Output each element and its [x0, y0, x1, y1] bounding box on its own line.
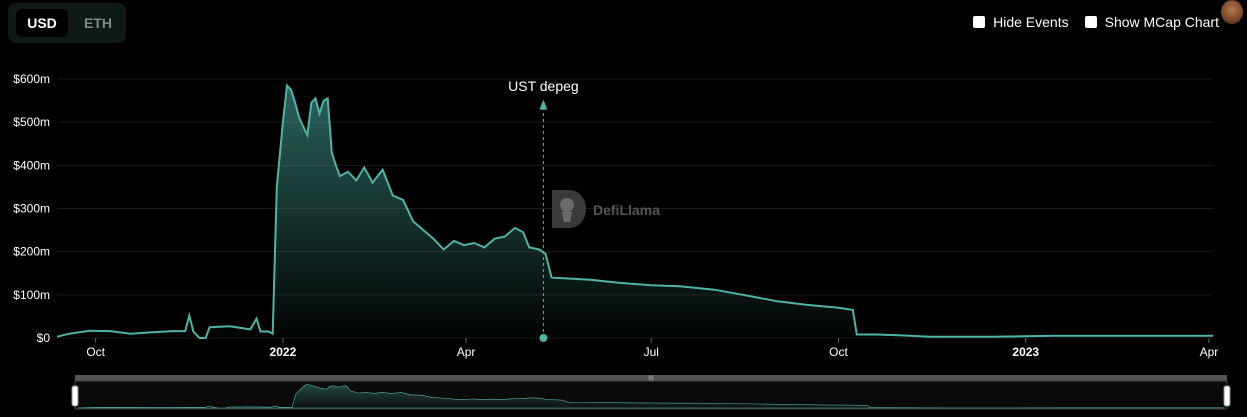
tvl-line: [56, 83, 1213, 339]
x-tick-label: Apr: [1200, 345, 1219, 359]
llama-logo-icon: [552, 190, 586, 228]
scrollbar-grip-icon: |||: [648, 376, 654, 383]
y-tick-label: $0: [37, 331, 51, 345]
show-mcap-option[interactable]: Show MCap Chart: [1084, 14, 1219, 30]
hide-events-option[interactable]: Hide Events: [973, 14, 1069, 30]
hide-events-label: Hide Events: [993, 14, 1069, 30]
y-tick-label: $300m: [13, 202, 50, 216]
x-tick-label: Jul: [644, 345, 659, 359]
event-label: UST depeg: [508, 78, 579, 94]
navigator-left-handle[interactable]: [71, 385, 79, 407]
event-arrow-icon: [539, 99, 548, 110]
currency-toggle: USD ETH: [8, 3, 126, 43]
show-mcap-label: Show MCap Chart: [1104, 14, 1219, 30]
navigator-right-handle[interactable]: [1223, 385, 1231, 407]
eth-toggle-button[interactable]: ETH: [84, 15, 112, 31]
hide-events-checkbox[interactable]: [973, 16, 986, 28]
y-tick-label: $600m: [13, 72, 50, 86]
tvl-area: [57, 85, 1213, 338]
y-tick-label: $200m: [13, 245, 50, 259]
navigator-mini-series: [77, 384, 1225, 409]
show-mcap-checkbox[interactable]: [1084, 16, 1097, 28]
y-tick-label: $400m: [13, 158, 50, 172]
watermark-text: DefiLlama: [593, 202, 660, 218]
defillama-watermark: DefiLlama: [552, 190, 660, 228]
navigator-scrollbar[interactable]: [75, 375, 1227, 381]
range-navigator[interactable]: |||: [71, 375, 1231, 410]
x-tick-label: 2022: [270, 345, 297, 359]
x-tick-label: 2023: [1012, 345, 1039, 359]
y-tick-label: $100m: [13, 288, 50, 302]
usd-toggle-button[interactable]: USD: [16, 9, 68, 37]
x-tick-label: Oct: [829, 345, 848, 359]
chart-options: Hide Events Show MCap Chart: [973, 14, 1219, 30]
x-tick-label: Apr: [457, 345, 476, 359]
event-marker[interactable]: [539, 334, 548, 342]
y-tick-label: $500m: [13, 115, 50, 129]
x-tick-label: Oct: [86, 345, 105, 359]
avatar[interactable]: [1221, 0, 1243, 24]
